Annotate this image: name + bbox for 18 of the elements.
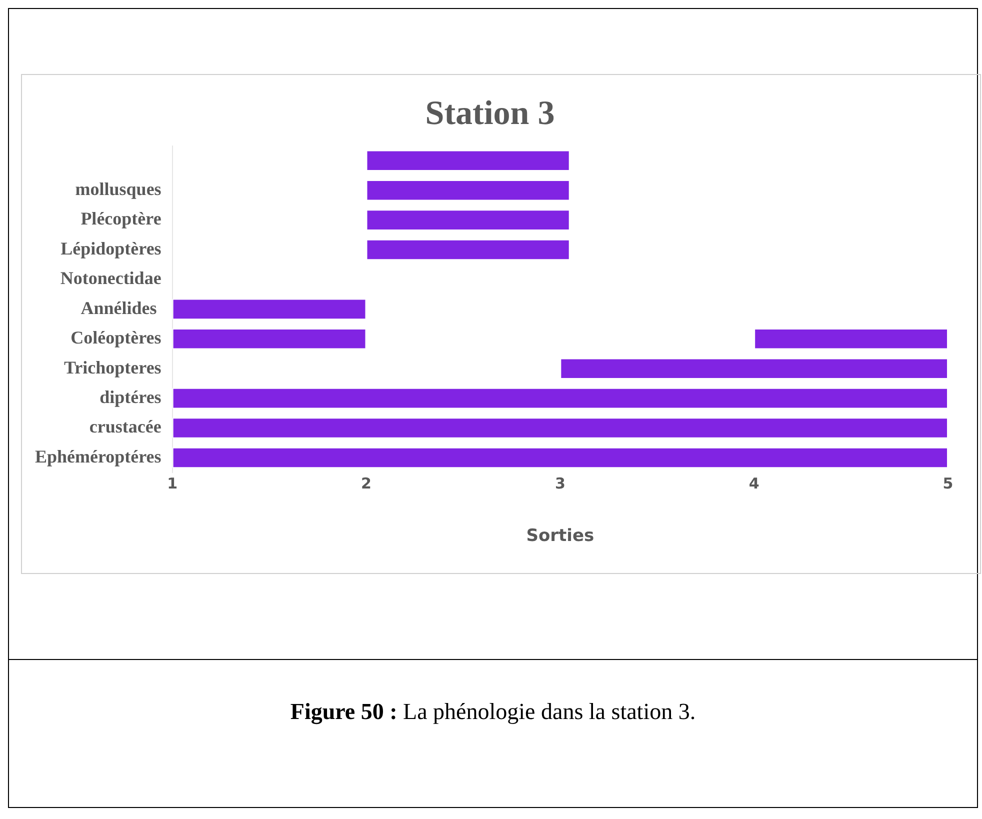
y-tick-label: Coléoptères (70, 328, 162, 348)
x-tick-label: 4 (748, 474, 760, 492)
y-tick-label: crustacée (89, 416, 162, 437)
chart-title: Station 3 (425, 95, 555, 132)
y-tick-label: Ephéméroptéres (34, 446, 162, 466)
x-tick-label: 2 (361, 474, 372, 492)
x-tick-label: 5 (942, 474, 954, 492)
y-tick-label: Annélides (80, 298, 162, 318)
x-tick-label: 3 (554, 474, 566, 492)
y-tick-label: Notonectidae (60, 268, 162, 288)
y-tick-label: Trichopteres (64, 357, 162, 378)
y-tick-label: Plécoptère (80, 208, 162, 229)
y-tick-label: diptéres (100, 386, 162, 407)
y-tick-label: mollusques (75, 179, 162, 200)
caption: Figure 50 : La phénologie dans la station 3. (290, 699, 696, 724)
x-axis-title: Sorties (526, 526, 594, 546)
y-tick-label: Lépidoptères (60, 238, 162, 258)
x-tick-label: 1 (167, 474, 178, 492)
